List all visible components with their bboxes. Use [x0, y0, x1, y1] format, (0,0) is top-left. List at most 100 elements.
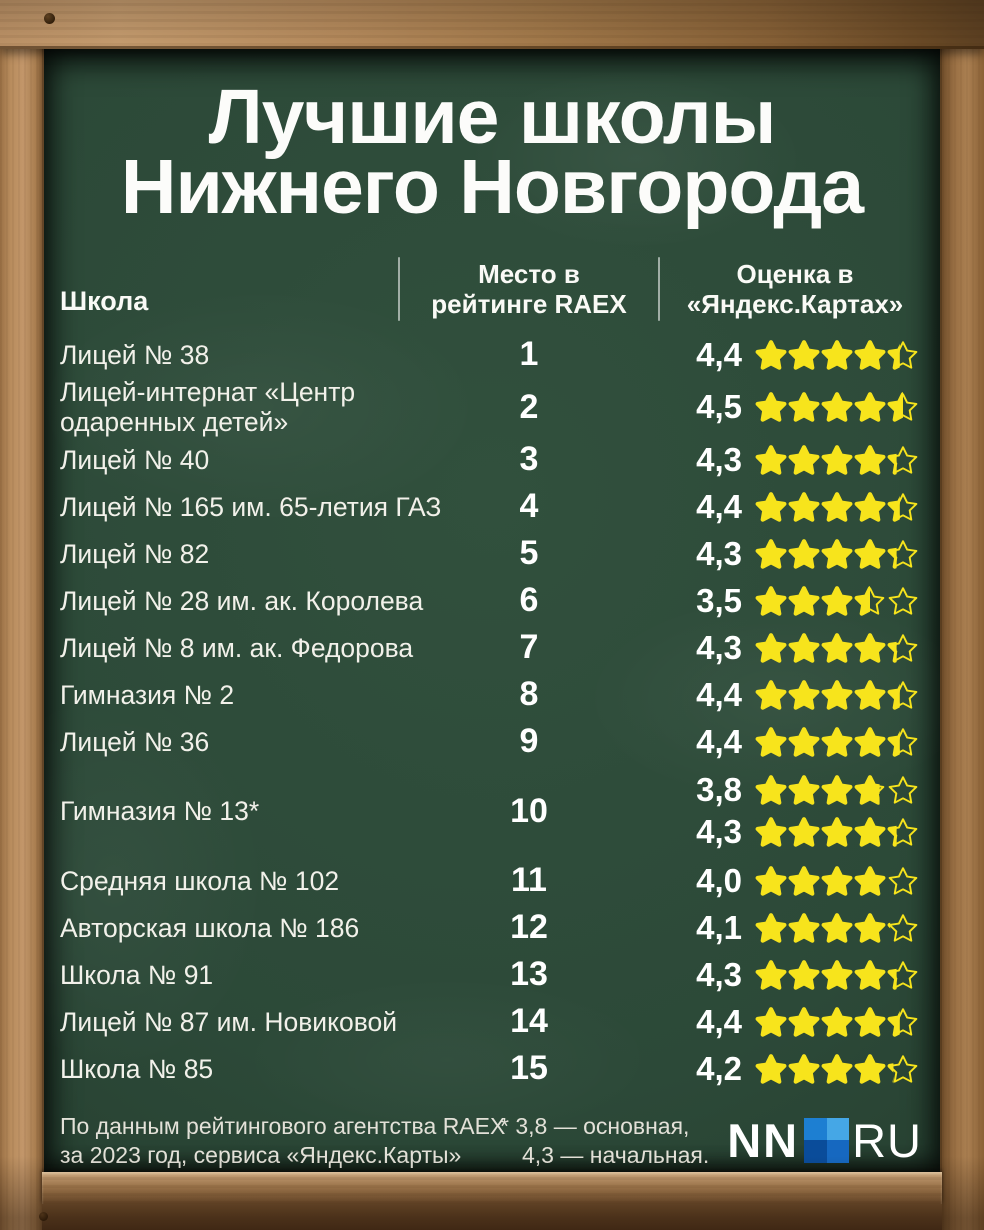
star-icon — [887, 727, 918, 757]
table-row: Лицей № 28 им. ак. Королева 6 3,5 — [60, 577, 924, 624]
board-content: Лучшие школы Нижнего Новгорода Школа Мес… — [60, 0, 924, 1230]
logo-square — [804, 1117, 850, 1163]
star-icon — [854, 632, 886, 663]
star-icon — [821, 585, 853, 616]
rating-value: 4,4 — [696, 1002, 742, 1040]
table-row: Школа № 85 15 4,2 — [60, 1045, 924, 1092]
star-icon — [821, 912, 853, 943]
star-icon — [755, 632, 787, 663]
star-icon — [821, 817, 853, 847]
rank-value: 7 — [519, 628, 539, 666]
school-name: Авторская школа № 186 — [60, 912, 360, 943]
rating-value: 4,1 — [696, 908, 742, 946]
rating-value: 4,3 — [696, 628, 742, 666]
rating-group: 4,2 — [658, 1048, 924, 1090]
star-rating — [755, 959, 919, 991]
rating-cell: 4,4 — [658, 721, 924, 763]
rank-value: 5 — [519, 534, 539, 572]
school-name: Лицей № 8 им. ак. Федорова — [60, 632, 414, 663]
star-icon — [788, 865, 820, 896]
rating-cell: 4,4 — [658, 674, 924, 716]
school-name: Гимназия № 13* — [60, 796, 260, 826]
rank-value: 6 — [519, 581, 539, 619]
star-icon — [854, 339, 886, 370]
rank-value: 13 — [510, 955, 548, 993]
star-icon — [755, 339, 787, 370]
star-icon — [755, 775, 787, 805]
rating-value: 3,5 — [696, 581, 742, 619]
star-icon — [821, 632, 853, 663]
rank-value: 14 — [510, 1002, 548, 1040]
wood-frame-left — [0, 44, 44, 1230]
star-rating — [755, 339, 919, 371]
star-icon — [788, 959, 820, 990]
star-icon — [788, 585, 820, 616]
rating-cell: 4,3 — [658, 533, 924, 575]
table-row: Школа № 91 13 4,3 — [60, 951, 924, 998]
school-name: Лицей № 36 — [60, 726, 210, 757]
page-title: Лучшие школы Нижнего Новгорода — [42, 79, 942, 226]
star-icon — [854, 912, 886, 943]
rating-group: 3,8 — [658, 769, 924, 811]
star-icon — [821, 679, 853, 710]
star-icon — [854, 444, 886, 475]
rating-value: 4,3 — [696, 955, 742, 993]
wood-frame-top — [0, 0, 984, 49]
star-icon — [788, 912, 820, 943]
chalk-tray — [42, 1172, 942, 1204]
star-icon — [854, 775, 885, 805]
star-icon — [788, 444, 820, 475]
star-icon — [788, 491, 820, 522]
school-name: Лицей № 82 — [60, 538, 210, 569]
star-icon — [821, 1053, 853, 1084]
star-icon — [821, 339, 853, 370]
table-row: Лицей № 87 им. Новиковой 14 4,4 — [60, 998, 924, 1045]
wood-frame-right — [940, 44, 984, 1230]
rating-group: 4,4 — [658, 721, 924, 763]
rank-value: 11 — [511, 861, 547, 899]
rating-group: 4,3 — [658, 439, 924, 481]
star-icon — [854, 959, 886, 990]
school-name: Лицей № 87 им. Новиковой — [60, 1006, 398, 1037]
star-icon — [788, 339, 820, 370]
star-rating — [755, 391, 919, 423]
star-icon — [788, 775, 820, 805]
star-icon — [854, 392, 886, 422]
rating-value: 4,0 — [696, 861, 742, 899]
star-icon — [887, 1007, 918, 1037]
star-rating — [755, 491, 919, 523]
rank-value: 15 — [510, 1049, 548, 1087]
rating-value: 4,3 — [696, 440, 742, 478]
star-icon — [854, 1006, 886, 1037]
star-rating — [755, 1006, 919, 1038]
rating-cell: 4,5 — [658, 386, 924, 428]
table-row: Гимназия № 2 8 4,4 — [60, 671, 924, 718]
rank-value: 1 — [519, 335, 539, 373]
star-rating — [755, 538, 919, 570]
star-icon — [755, 1006, 787, 1037]
star-icon — [854, 679, 886, 710]
rating-cell: 4,1 — [658, 907, 924, 949]
school-name: Лицей № 28 им. ак. Королева — [60, 585, 424, 616]
school-name: Лицей № 38 — [60, 339, 210, 370]
rating-value: 3,8 — [696, 771, 742, 808]
star-rating — [755, 774, 919, 806]
rating-cell: 4,4 — [658, 486, 924, 528]
rating-value: 4,3 — [696, 813, 742, 850]
rating-group: 4,4 — [658, 486, 924, 528]
rating-value: 4,2 — [696, 1049, 742, 1087]
school-name: Средняя школа № 102 — [60, 865, 340, 896]
star-icon — [788, 817, 820, 847]
rating-cell: 3,5 — [658, 580, 924, 622]
rating-cell: 4,3 — [658, 627, 924, 669]
star-rating — [755, 632, 919, 664]
star-icon — [854, 1053, 886, 1084]
star-rating — [755, 679, 919, 711]
star-icon — [887, 913, 918, 942]
star-icon — [821, 392, 853, 422]
column-divider — [398, 257, 400, 321]
table-row: Средняя школа № 102 11 4,0 — [60, 857, 924, 904]
table-row: Лицей № 36 9 4,4 — [60, 718, 924, 765]
table-row: Лицей № 40 3 4,3 — [60, 436, 924, 483]
